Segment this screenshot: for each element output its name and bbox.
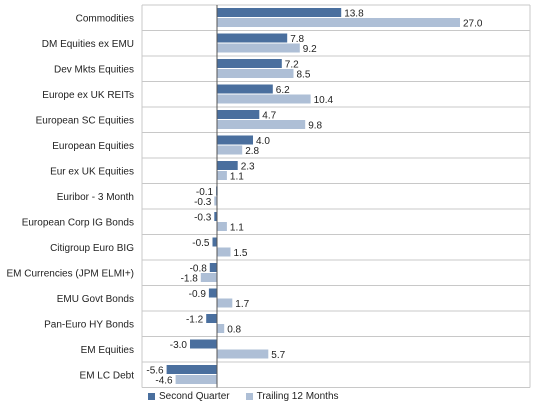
bar-series-2 xyxy=(217,43,300,53)
category-label: Citigroup Euro BIG xyxy=(50,243,134,254)
bar-series-2 xyxy=(217,247,231,257)
category-label: European Equities xyxy=(52,141,134,152)
bar-series-2 xyxy=(217,298,233,308)
data-label-series-2: 0.8 xyxy=(227,325,241,336)
category-label: Eur ex UK Equities xyxy=(50,166,134,177)
data-label-series-2: 1.1 xyxy=(230,223,244,234)
category-label: Europe ex UK REITs xyxy=(42,90,134,101)
bar-series-2 xyxy=(217,349,269,359)
bar-series-1 xyxy=(217,135,253,145)
data-label-series-1: -0.5 xyxy=(192,238,210,249)
bar-series-1 xyxy=(212,237,217,247)
category-label: EM Currencies (JPM ELMI+) xyxy=(6,268,134,279)
data-label-series-2: 5.7 xyxy=(271,350,285,361)
legend-item-series-2: Trailing 12 Months xyxy=(245,390,339,402)
legend: Second Quarter Trailing 12 Months xyxy=(148,389,355,403)
category-label: European Corp IG Bonds xyxy=(22,217,134,228)
category-label: EMU Govt Bonds xyxy=(57,294,134,305)
data-label-series-2: 1.7 xyxy=(235,299,249,310)
data-label-series-1: -1.2 xyxy=(186,315,204,326)
data-label-series-2: 1.5 xyxy=(234,248,248,259)
bar-series-2 xyxy=(217,171,227,180)
data-label-series-1: -0.9 xyxy=(189,289,207,300)
data-label-series-2: 8.5 xyxy=(297,70,311,81)
bar-series-2 xyxy=(217,222,227,231)
bar-series-1 xyxy=(206,314,217,323)
bar-series-2 xyxy=(214,196,217,206)
data-label-series-1: 2.3 xyxy=(241,162,255,173)
legend-swatch-series-1 xyxy=(148,392,155,400)
data-label-series-2: -1.8 xyxy=(181,274,199,285)
bar-series-1 xyxy=(217,161,238,170)
category-label: EM Equities xyxy=(81,345,134,356)
category-label: DM Equities ex EMU xyxy=(42,39,134,50)
data-label-series-2: 2.8 xyxy=(245,146,259,157)
bar-series-1 xyxy=(217,8,342,17)
data-label-series-2: 10.4 xyxy=(314,95,334,106)
category-label: Dev Mkts Equities xyxy=(54,64,134,75)
data-label-series-1: 7.8 xyxy=(290,34,304,45)
data-label-series-1: 4.0 xyxy=(256,136,270,147)
bar-series-2 xyxy=(217,145,243,155)
data-label-series-1: -0.3 xyxy=(194,213,212,224)
category-label: EM LC Debt xyxy=(80,370,135,381)
data-label-series-2: 1.1 xyxy=(230,172,244,183)
bar-series-2 xyxy=(217,69,294,78)
data-label-series-1: 13.8 xyxy=(344,9,364,20)
bar-series-1 xyxy=(208,288,217,298)
bar-series-2 xyxy=(217,324,225,333)
data-label-series-1: 6.2 xyxy=(276,85,290,96)
legend-label-series-2: Trailing 12 Months xyxy=(256,390,339,402)
data-label-series-1: -3.0 xyxy=(170,340,188,351)
bar-series-2 xyxy=(200,273,217,282)
data-label-series-2: -0.3 xyxy=(194,197,212,208)
data-label-series-1: -0.1 xyxy=(196,187,214,198)
bar-series-2 xyxy=(217,18,460,27)
data-label-series-1: -5.6 xyxy=(146,366,164,377)
legend-item-series-1: Second Quarter xyxy=(148,391,230,402)
bar-series-1 xyxy=(190,339,217,349)
data-label-series-1: -0.8 xyxy=(190,264,208,275)
legend-swatch-series-2 xyxy=(245,392,253,400)
category-label: European SC Equities xyxy=(36,115,134,126)
data-label-series-2: 9.2 xyxy=(303,44,317,55)
data-label-series-2: 9.8 xyxy=(308,121,322,132)
category-label: Euribor - 3 Month xyxy=(57,192,134,203)
bar-series-1 xyxy=(217,84,273,94)
data-label-series-1: 7.2 xyxy=(285,60,299,71)
bar-series-1 xyxy=(217,110,260,119)
data-label-series-2: -4.6 xyxy=(155,376,173,387)
data-label-series-2: 27.0 xyxy=(463,19,483,30)
category-label: Commodities xyxy=(76,13,134,24)
bar-series-1 xyxy=(217,33,288,43)
bar-series-1 xyxy=(214,212,217,221)
bar-series-1 xyxy=(209,263,217,272)
category-label: Pan-Euro HY Bonds xyxy=(44,319,134,330)
bar-series-2 xyxy=(175,375,217,384)
bar-series-1 xyxy=(166,365,217,374)
legend-label-series-1: Second Quarter xyxy=(159,390,230,402)
bar-series-1 xyxy=(217,59,282,68)
bar-series-2 xyxy=(217,120,306,129)
data-label-series-1: 4.7 xyxy=(262,111,276,122)
bar-series-2 xyxy=(217,94,311,104)
